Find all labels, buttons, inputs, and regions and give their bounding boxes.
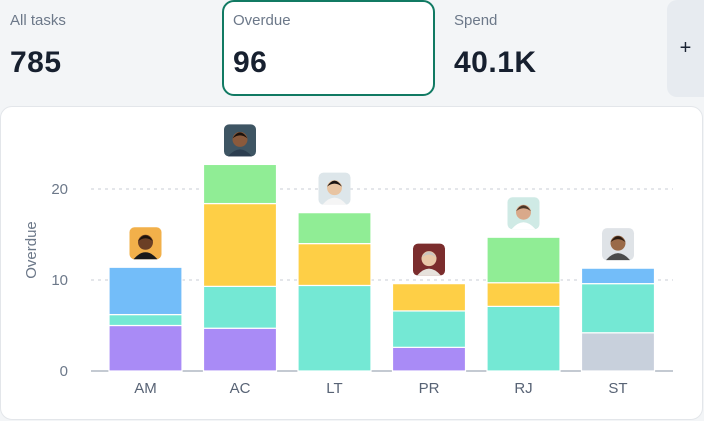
- y-tick-label: 10: [51, 272, 68, 289]
- avatar-pr[interactable]: [413, 243, 445, 276]
- x-tick-label: AM: [134, 380, 157, 397]
- y-tick-label: 20: [51, 181, 68, 198]
- y-axis-label: Overdue: [23, 221, 40, 279]
- bar-segment-am[interactable]: [108, 266, 183, 316]
- stat-card-overdue[interactable]: Overdue 96: [222, 0, 435, 96]
- avatar-st[interactable]: [602, 228, 634, 261]
- x-tick-label: AC: [230, 380, 251, 397]
- bar-segment-rj[interactable]: [486, 305, 561, 372]
- bar-segment-st[interactable]: [580, 332, 656, 372]
- bar-segment-pr[interactable]: [391, 283, 467, 312]
- bar-segment-am[interactable]: [108, 313, 183, 327]
- bar-segment-am[interactable]: [108, 324, 183, 372]
- avatar-ac[interactable]: [224, 124, 256, 157]
- bar-segment-ac[interactable]: [202, 285, 278, 329]
- bar-segment-st[interactable]: [580, 283, 656, 334]
- stat-label: Overdue: [233, 12, 291, 29]
- avatar-rj[interactable]: [507, 197, 540, 230]
- bar-segment-pr[interactable]: [391, 346, 467, 372]
- bar-segment-rj[interactable]: [486, 236, 561, 284]
- overdue-chart-panel: 0 10 20 Overdue AM AC LT PR RJ ST: [0, 106, 703, 420]
- bar-segment-lt[interactable]: [297, 243, 372, 287]
- y-tick-label: 0: [60, 363, 68, 380]
- bar-segment-ac[interactable]: [202, 163, 278, 205]
- add-stat-button[interactable]: +: [667, 0, 704, 97]
- stat-label: Spend: [454, 12, 498, 29]
- stacked-bar-chart: 0 10 20 Overdue AM AC LT PR RJ ST: [23, 124, 673, 397]
- stat-label: All tasks: [10, 12, 66, 29]
- x-tick-label: RJ: [514, 380, 532, 397]
- x-tick-label: PR: [419, 380, 440, 397]
- stat-value: 40.1K: [454, 46, 537, 79]
- bar-segment-lt[interactable]: [297, 284, 372, 372]
- bar-segment-lt[interactable]: [297, 212, 372, 245]
- bar-segment-rj[interactable]: [486, 282, 561, 307]
- avatar-am[interactable]: [129, 227, 162, 260]
- bar-segment-ac[interactable]: [202, 202, 278, 287]
- stat-value: 96: [233, 46, 268, 79]
- x-tick-label: ST: [608, 380, 627, 397]
- avatar-lt[interactable]: [318, 172, 351, 205]
- bar-segment-st[interactable]: [580, 267, 656, 285]
- x-tick-label: LT: [326, 380, 342, 397]
- stat-value: 785: [10, 46, 62, 79]
- bar-segment-ac[interactable]: [202, 327, 278, 372]
- stat-card-all-tasks[interactable]: All tasks 785: [0, 0, 214, 96]
- bar-segment-pr[interactable]: [391, 310, 467, 348]
- stat-card-spend[interactable]: Spend 40.1K: [444, 0, 658, 96]
